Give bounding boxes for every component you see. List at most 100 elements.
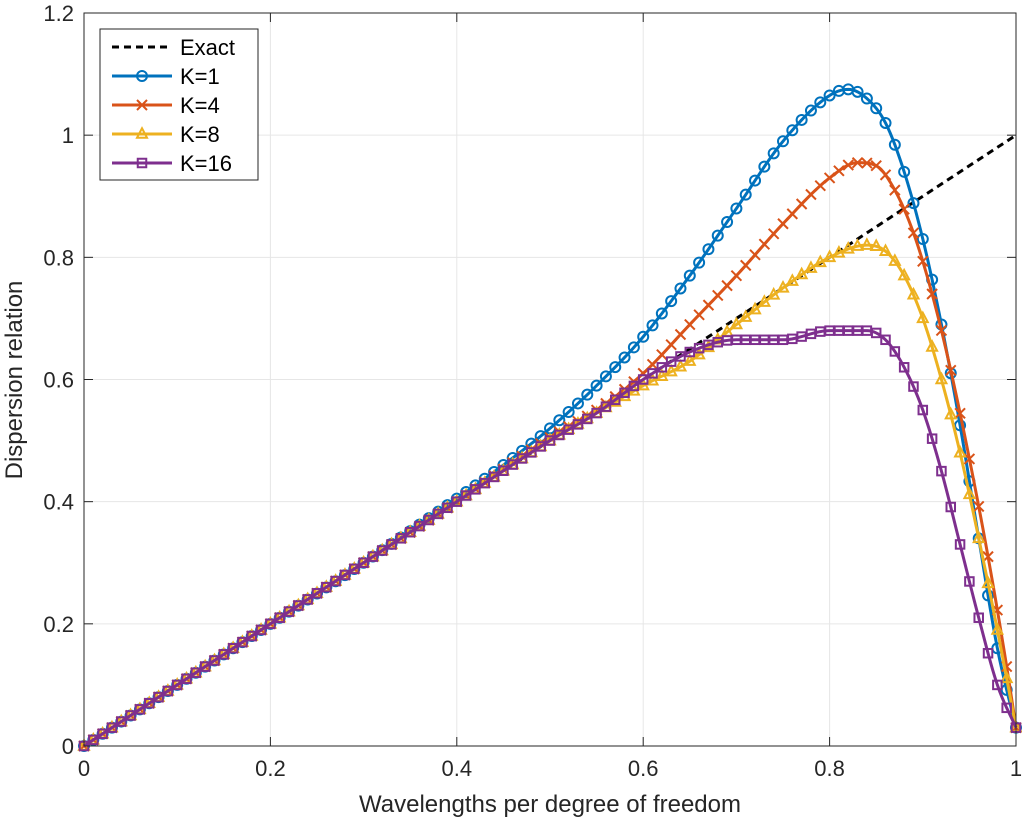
data-point xyxy=(898,203,910,215)
data-point xyxy=(917,404,929,416)
data-point xyxy=(404,526,416,538)
data-point xyxy=(646,358,659,371)
data-point xyxy=(432,508,444,520)
series-k-16 xyxy=(78,325,1022,752)
data-point xyxy=(274,612,285,623)
legend-item: K=4 xyxy=(112,93,220,118)
data-point xyxy=(693,256,706,269)
data-point xyxy=(795,113,808,126)
data-point xyxy=(953,444,967,458)
data-point xyxy=(181,673,192,685)
data-point xyxy=(1001,702,1012,714)
data-point xyxy=(917,255,929,268)
data-point xyxy=(1000,670,1014,684)
data-point xyxy=(609,361,622,374)
data-point xyxy=(851,85,864,98)
y-tick-label: 1.2 xyxy=(43,1,74,26)
data-point xyxy=(767,286,781,300)
legend-label: K=4 xyxy=(180,93,220,118)
data-point xyxy=(814,96,827,109)
data-point xyxy=(814,179,826,192)
data-point xyxy=(702,299,715,311)
legend-item: Exact xyxy=(112,35,235,60)
data-point xyxy=(805,188,817,201)
data-point xyxy=(218,649,230,660)
data-point xyxy=(590,379,603,392)
data-point xyxy=(962,486,977,500)
data-point xyxy=(740,259,752,272)
data-point xyxy=(600,401,612,412)
data-point xyxy=(674,328,687,341)
data-point xyxy=(804,260,818,273)
data-point xyxy=(860,237,874,250)
data-point xyxy=(395,533,407,544)
series-layer xyxy=(77,83,1022,752)
data-point xyxy=(973,612,984,623)
data-point xyxy=(954,407,966,419)
data-point xyxy=(97,728,108,740)
data-point xyxy=(246,630,258,642)
data-point xyxy=(470,484,481,495)
x-axis-label: Wavelengths per degree of freedom xyxy=(359,791,741,818)
data-point xyxy=(794,266,809,280)
data-point xyxy=(879,169,892,181)
data-point xyxy=(823,172,836,184)
data-point xyxy=(898,165,911,178)
data-point xyxy=(265,618,276,630)
data-point xyxy=(777,135,789,148)
data-point xyxy=(627,341,640,354)
legend-item: K=16 xyxy=(112,151,232,176)
data-point xyxy=(339,569,351,581)
data-point xyxy=(907,227,920,239)
data-point xyxy=(647,368,658,379)
data-point xyxy=(153,691,164,703)
y-tick-label: 0 xyxy=(62,734,74,759)
data-point xyxy=(283,606,295,617)
legend-label: K=16 xyxy=(180,151,232,176)
data-point xyxy=(423,514,435,526)
data-point xyxy=(349,563,360,575)
legend-item: K=1 xyxy=(112,64,220,89)
data-point xyxy=(880,334,891,346)
data-point xyxy=(655,307,668,320)
data-point xyxy=(544,435,556,446)
data-point xyxy=(498,465,509,476)
data-point xyxy=(813,254,827,268)
y-axis-label: Dispersion relation xyxy=(1,281,28,480)
data-point xyxy=(757,294,772,307)
data-point xyxy=(861,157,873,169)
data-point xyxy=(786,208,799,220)
data-point xyxy=(916,233,929,246)
data-point xyxy=(507,459,518,470)
data-point xyxy=(906,286,921,300)
data-point xyxy=(804,104,817,117)
data-point xyxy=(926,433,938,444)
data-point xyxy=(934,371,949,385)
data-point xyxy=(785,273,799,286)
data-point xyxy=(935,324,948,337)
data-point xyxy=(618,351,631,364)
data-point xyxy=(982,647,994,659)
x-tick-label: 0 xyxy=(78,756,90,781)
data-point xyxy=(311,588,323,599)
x-tick-label: 0.4 xyxy=(442,756,473,781)
data-point xyxy=(870,160,882,172)
data-point xyxy=(711,229,724,242)
data-point xyxy=(637,374,649,385)
data-point xyxy=(776,279,790,293)
data-point xyxy=(645,372,660,386)
data-point xyxy=(563,424,574,435)
data-point xyxy=(964,576,975,587)
data-point xyxy=(562,405,575,418)
data-point xyxy=(842,159,854,171)
data-point xyxy=(135,126,149,139)
data-point xyxy=(414,520,425,532)
data-point xyxy=(748,301,762,315)
data-point xyxy=(916,310,930,324)
data-point xyxy=(692,346,706,360)
y-tick-label: 1 xyxy=(62,123,74,148)
data-point xyxy=(926,288,938,300)
data-point xyxy=(925,339,939,352)
data-point xyxy=(990,622,1005,635)
